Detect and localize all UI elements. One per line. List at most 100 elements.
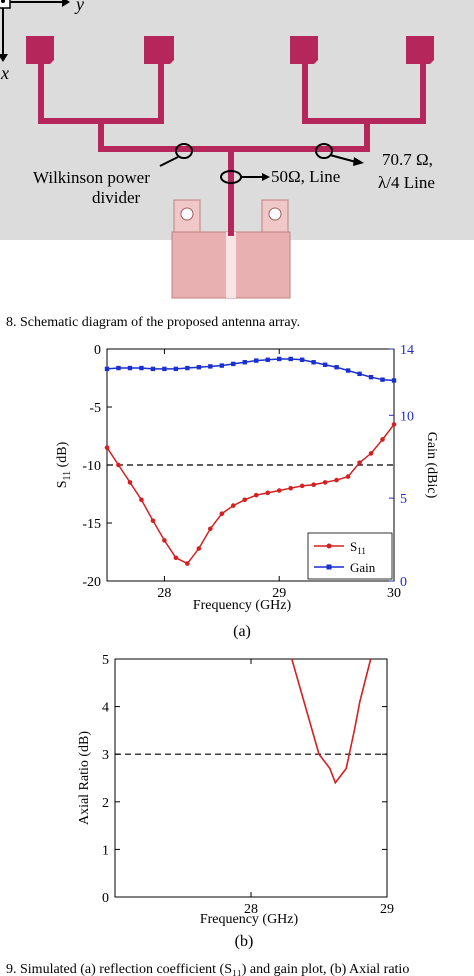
patch-element-1 (26, 36, 54, 64)
series-gain-point (196, 365, 202, 370)
y-tick-label: 2 (102, 796, 109, 811)
chart-b-plot-area (114, 658, 388, 898)
legend-s11-marker (326, 543, 332, 549)
chart-b-ticks: 28 29 5 4 3 2 1 0 (102, 653, 394, 917)
series-s11-point (391, 422, 397, 427)
annotations (159, 143, 364, 184)
series-s11-point (196, 546, 202, 551)
series-gain-point (231, 361, 236, 367)
patch-element-4 (406, 36, 434, 64)
chart-a-y2-axis-label: Gain (dBic) (424, 432, 439, 499)
series-s11-point (276, 488, 282, 493)
series-gain-point (208, 364, 213, 369)
chart-a-x-axis-label: Frequency (GHz) (193, 598, 292, 613)
series-s11-point (162, 538, 167, 543)
series-gain-point (288, 356, 293, 362)
series-s11-point (116, 462, 121, 468)
line70-label-line2: λ/4 Line (378, 173, 435, 192)
chart-b-series (291, 658, 372, 785)
x-tick-label: 30 (387, 586, 401, 601)
series-s11-point (265, 490, 271, 496)
patch-element-3 (290, 36, 318, 64)
series-s11-point (127, 480, 133, 485)
axis-x-label: x (0, 63, 9, 83)
series-gain-point (322, 362, 328, 367)
series-s11-point (322, 480, 328, 485)
chart-b-y-axis-label: Axial Ratio (dB) (77, 731, 92, 825)
subcaption-a: (a) (233, 623, 251, 640)
series-gain-point (162, 366, 167, 372)
series-gain-point (116, 365, 121, 371)
series-s11-point (288, 485, 293, 491)
x-tick-label: 28 (157, 586, 171, 601)
series-s11-point (219, 511, 225, 517)
series-gain-point (219, 363, 224, 368)
y-tick-label: -20 (82, 575, 101, 590)
schematic-diagram: y x (0, 0, 474, 299)
series-s11-point (104, 445, 110, 450)
series-s11-point (173, 555, 179, 561)
chart-a-y-axis-label: S11 (dB) (55, 441, 73, 488)
series-gain-point (242, 360, 247, 365)
figure-8-caption: 8. Schematic diagram of the proposed ant… (6, 315, 300, 330)
coordinate-axes-icon: y x (0, 0, 84, 83)
line50-label: 50Ω, Line (271, 167, 340, 186)
chart-b-x-axis-label: Frequency (GHz) (200, 912, 299, 927)
series-s11-point (299, 483, 305, 489)
legend-gain-marker (326, 564, 332, 570)
series-s11-point (357, 460, 362, 465)
series-gain-point (345, 368, 351, 373)
series-gain-point (311, 360, 316, 365)
series-s11-point (185, 561, 190, 566)
wilkinson-label-line1: Wilkinson power (33, 168, 150, 187)
y-tick-label: 4 (102, 701, 109, 716)
series-gain-point (127, 365, 133, 371)
series-gain-point (334, 365, 339, 370)
series-gain-point (185, 365, 190, 371)
y2-tick-label: 10 (400, 409, 414, 424)
series-s11-point (380, 437, 385, 442)
axial-ratio-chart: 28 29 5 4 3 2 1 0 Frequency (GHz) Axial Ratio (… (77, 653, 394, 927)
series-s11-point (345, 474, 351, 479)
series-s11-point (311, 482, 316, 488)
y2-tick-label: 14 (400, 343, 414, 358)
x-tick-label: 29 (380, 902, 394, 917)
series-s11-point (253, 492, 259, 498)
x-tick-label: 28 (244, 902, 258, 917)
x-tick-label: 29 (272, 586, 286, 601)
sma-connector (171, 199, 291, 299)
y2-tick-label: 5 (400, 492, 407, 507)
series-s11-point (230, 503, 236, 508)
legend-gain-label: Gain (350, 560, 376, 575)
feed-network (26, 36, 434, 200)
series-gain-point (299, 357, 305, 362)
y-tick-label: 1 (102, 843, 109, 858)
series-s11-point (242, 497, 248, 503)
series-gain-point (150, 366, 156, 372)
series-s11-point (368, 451, 374, 456)
series-gain-point (139, 365, 144, 371)
line70-label-line1: 70.7 Ω, (382, 150, 433, 169)
series-gain-point (357, 371, 362, 377)
series-gain-point (380, 377, 385, 382)
patch-element-2 (144, 36, 174, 64)
series-gain-point (391, 378, 397, 383)
series-s11-point (139, 497, 144, 503)
axial-ratio-line (291, 658, 372, 785)
series-gain-point (173, 366, 179, 372)
series-s11-point (150, 518, 156, 523)
y-tick-label: -15 (82, 517, 101, 532)
series-gain-point (104, 366, 110, 372)
y-tick-label: 5 (102, 653, 109, 668)
figure-9-caption: 9. Simulated (a) reflection coefficient … (6, 962, 409, 976)
series-s11-point (208, 526, 213, 532)
series-gain-point (368, 374, 374, 380)
series-gain-point (265, 357, 270, 362)
chart-a-legend: S11 Gain (307, 532, 393, 580)
series-s11-point (334, 477, 339, 483)
subcaption-b: (b) (235, 933, 254, 950)
y-tick-label: -5 (89, 401, 101, 416)
series-gain-point (254, 358, 259, 363)
